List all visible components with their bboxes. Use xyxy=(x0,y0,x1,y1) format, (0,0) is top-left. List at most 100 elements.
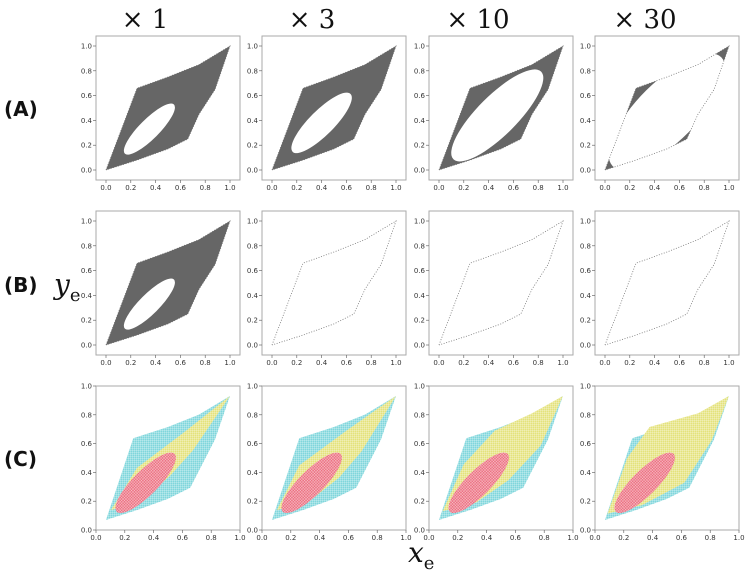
panel-a-4-xtick-label-3: 0.6 xyxy=(674,184,686,192)
panel-a-4-region xyxy=(605,46,729,170)
panel-c-2-ytick-label-1: 0.2 xyxy=(247,498,258,506)
panel-b-1-ytick-label-5: 1.0 xyxy=(81,218,92,226)
panel-b-1-ytick-label-0: 0.0 xyxy=(81,342,92,350)
panel-a-2-ytick-label-5: 1.0 xyxy=(247,43,258,51)
panel-c-4-ytick-label-1: 0.2 xyxy=(580,498,591,506)
panel-c-3-ytick-label-4: 0.8 xyxy=(414,411,425,419)
panel-b-1-xtick-label-1: 0.2 xyxy=(125,359,136,367)
y-axis-label-main: y xyxy=(52,268,71,301)
panel-a-2-region xyxy=(272,46,396,170)
panel-c-1-ytick-label-5: 1.0 xyxy=(81,383,92,391)
x-axis-label-main: x xyxy=(408,536,424,569)
panel-b-1-ytick-label-4: 0.8 xyxy=(81,242,92,250)
panel-a-2: 0.0 0.2 0.4 0.6 0.8 1.0 0.0 0.2 0.4 0.6 0.8 1.0 xyxy=(247,35,407,192)
panel-a-1-region xyxy=(106,46,230,170)
panel-a-4-ytick-label-5: 1.0 xyxy=(580,43,591,51)
panel-c-1-xtick-label-3: 0.6 xyxy=(177,534,189,542)
panel-a-3-ytick-label-1: 0.2 xyxy=(414,142,425,150)
panel-c-3-ytick-label-2: 0.4 xyxy=(414,469,426,477)
panel-c-2: 0.0 0.2 0.4 0.6 0.8 1.0 0.0 0.2 0.4 0.6 0.8 1.0 xyxy=(247,383,412,543)
panel-b-3-xtick-label-1: 0.2 xyxy=(458,359,469,367)
panel-a-4-ytick-label-0: 0.0 xyxy=(580,167,591,175)
panel-a-3-ytick-label-0: 0.0 xyxy=(414,167,425,175)
panel-a-4-ytick-label-2: 0.4 xyxy=(580,117,592,125)
panel-b-2-ytick-label-5: 1.0 xyxy=(247,218,258,226)
panel-c-4-xtick-label-4: 0.8 xyxy=(705,534,716,542)
panel-b-2-boundary xyxy=(271,220,397,346)
panel-a-1-xtick-label-0: 0.0 xyxy=(100,184,111,192)
panel-b-3-ytick-label-2: 0.4 xyxy=(414,292,426,300)
panel-c-2-xtick-label-5: 1.0 xyxy=(400,534,411,542)
panel-b-4-xtick-label-3: 0.6 xyxy=(674,359,686,367)
panel-b-4-ytick-label-3: 0.6 xyxy=(580,267,592,275)
panel-b-3-ytick-label-1: 0.2 xyxy=(414,317,425,325)
panel-b-2-ytick-label-3: 0.6 xyxy=(247,267,259,275)
panel-b-3-xtick-label-0: 0.0 xyxy=(433,359,444,367)
panel-a-3-region xyxy=(439,46,563,170)
panel-a-1-ytick-label-3: 0.6 xyxy=(81,92,93,100)
panel-a-3-ytick-label-3: 0.6 xyxy=(414,92,426,100)
panel-a-1: 0.0 0.2 0.4 0.6 0.8 1.0 0.0 0.2 0.4 0.6 0.8 1.0 xyxy=(81,35,241,192)
panel-b-1-ytick-label-3: 0.6 xyxy=(81,267,93,275)
panel-grid: 0.0 0.2 0.4 0.6 0.8 1.00.00.20.40.60.81.00.0 0… xyxy=(81,35,745,543)
panel-a-3-xtick-label-0: 0.0 xyxy=(433,184,444,192)
panel-c-2-xtick-label-3: 0.6 xyxy=(343,534,355,542)
panel-a-3-ytick-label-5: 1.0 xyxy=(414,43,425,51)
panel-a-2-ytick-label-2: 0.4 xyxy=(247,117,259,125)
panel-b-4-xtick-label-4: 0.8 xyxy=(699,359,710,367)
panel-c-2-xtick-label-4: 0.8 xyxy=(372,534,383,542)
panel-b-3-xtick-label-4: 0.8 xyxy=(533,359,544,367)
panel-c-1-xtick-label-0: 0.0 xyxy=(90,534,101,542)
panel-b-1-xtick-label-5: 1.0 xyxy=(224,359,235,367)
panel-b-1-region xyxy=(106,221,230,345)
row-label-a: (A) xyxy=(4,97,38,121)
panel-c-1-ytick-label-1: 0.2 xyxy=(81,498,92,506)
panel-c-4-red-region xyxy=(614,452,675,514)
panel-c-2-red-region xyxy=(281,452,342,514)
y-axis-label: ye xyxy=(52,268,80,306)
panel-c-2-xtick-label-2: 0.4 xyxy=(314,534,326,542)
panel-b-4-xtick-label-0: 0.0 xyxy=(599,359,610,367)
panel-b-2-ytick-label-1: 0.2 xyxy=(247,317,258,325)
panel-b-3-xtick-label-5: 1.0 xyxy=(557,359,568,367)
panel-b-4-ytick-label-1: 0.2 xyxy=(580,317,591,325)
panel-a-3-ytick-label-4: 0.8 xyxy=(414,67,425,75)
panel-b-3: 0.0 0.2 0.4 0.6 0.8 1.0 0.0 0.2 0.4 0.6 0.8 1.0 xyxy=(414,210,574,367)
panel-c-3-xtick-label-2: 0.4 xyxy=(481,534,493,542)
panel-c-1-ytick-label-3: 0.6 xyxy=(81,440,93,448)
panel-c-2-ytick-label-3: 0.6 xyxy=(247,440,259,448)
panel-a-3-xtick-label-2: 0.4 xyxy=(483,184,495,192)
panel-a-4-xtick-label-4: 0.8 xyxy=(699,184,710,192)
panel-a-4-xtick-label-5: 1.0 xyxy=(723,184,734,192)
panel-b-4: 0.0 0.2 0.4 0.6 0.8 1.0 0.0 0.2 0.4 0.6 0.8 1.0 xyxy=(580,210,740,367)
panel-b-2-xtick-label-3: 0.6 xyxy=(341,359,353,367)
panel-a-2-xtick-label-5: 1.0 xyxy=(390,184,401,192)
panel-a-1-xtick-label-1: 0.2 xyxy=(125,184,136,192)
panel-c-4-ytick-label-3: 0.6 xyxy=(580,440,592,448)
panel-b-3-ytick-label-4: 0.8 xyxy=(414,242,425,250)
panel-c-1-ytick-label-2: 0.4 xyxy=(81,469,93,477)
panel-a-2-ytick-label-4: 0.8 xyxy=(247,67,258,75)
panel-b-2: 0.0 0.2 0.4 0.6 0.8 1.0 0.0 0.2 0.4 0.6 0.8 1.0 xyxy=(247,210,407,367)
panel-c-4-xtick-label-1: 0.2 xyxy=(618,534,629,542)
panel-a-4-xtick-label-1: 0.2 xyxy=(624,184,635,192)
panel-c-3-ytick-label-5: 1.0 xyxy=(414,383,425,391)
panel-c-2-ytick-label-4: 0.8 xyxy=(247,411,258,419)
column-header-x3: × 3 xyxy=(289,5,336,35)
panel-c-1: 0.0 0.2 0.4 0.6 0.8 1.0 0.0 0.2 0.4 0.6 0.8 1.0 xyxy=(81,383,246,543)
panel-b-1-xtick-label-2: 0.4 xyxy=(150,359,162,367)
panel-b-3-ytick-label-3: 0.6 xyxy=(414,267,426,275)
panel-c-4-ytick-label-5: 1.0 xyxy=(580,383,591,391)
panel-c-4-ytick-label-0: 0.0 xyxy=(580,527,591,535)
panel-a-3-xtick-label-4: 0.8 xyxy=(533,184,544,192)
panel-c-3-xtick-label-0: 0.0 xyxy=(423,534,434,542)
panel-a-2-ytick-label-1: 0.2 xyxy=(247,142,258,150)
panel-b-4-boundary xyxy=(604,220,730,346)
panel-c-2-ytick-label-0: 0.0 xyxy=(247,527,258,535)
panel-a-2-xtick-label-0: 0.0 xyxy=(266,184,277,192)
panel-c-1-red-region xyxy=(115,452,176,514)
panel-c-3-xtick-label-1: 0.2 xyxy=(452,534,463,542)
panel-a-1-xtick-label-2: 0.4 xyxy=(150,184,162,192)
panel-a-2-xtick-label-2: 0.4 xyxy=(316,184,328,192)
